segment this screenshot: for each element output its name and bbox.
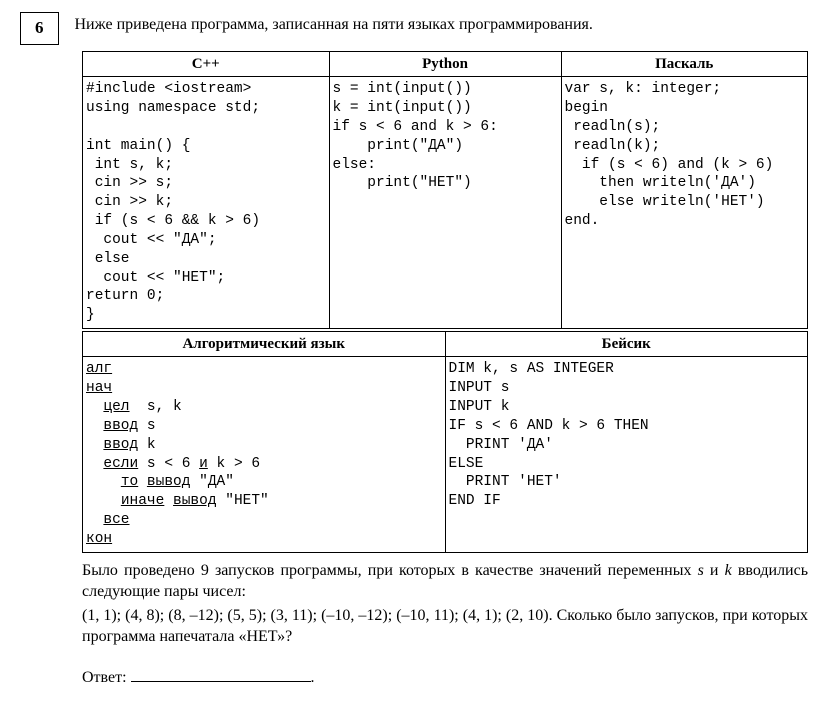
body-p2: (1, 1); (4, 8); (8, –12); (5, 5); (3, 11… [82,606,808,648]
th-pascal: Паскаль [561,51,808,76]
cell-pascal: var s, k: integer; begin readln(s); read… [561,77,808,329]
cell-alg: алг нач цел s, k ввод s ввод k если s < … [83,357,446,552]
code-tables: C++ Python Паскаль #include <iostream> u… [82,51,808,553]
problem-body: Было проведено 9 запусков программы, при… [82,561,808,648]
answer-row: Ответ: . [82,666,808,689]
intro-text: Ниже приведена программа, записанная на … [75,12,809,36]
cell-python: s = int(input()) k = int(input()) if s <… [329,77,561,329]
question-number-box: 6 [20,12,59,45]
cell-basic: DIM k, s AS INTEGER INPUT s INPUT k IF s… [445,357,808,552]
code-table-1: C++ Python Паскаль #include <iostream> u… [82,51,808,329]
th-cpp: C++ [83,51,330,76]
th-python: Python [329,51,561,76]
cell-cpp: #include <iostream> using namespace std;… [83,77,330,329]
code-table-2: Алгоритмический язык Бейсик алг нач цел … [82,331,808,553]
body-p1: Было проведено 9 запусков программы, при… [82,561,808,603]
answer-blank[interactable] [131,666,311,682]
th-alg: Алгоритмический язык [83,332,446,357]
th-basic: Бейсик [445,332,808,357]
